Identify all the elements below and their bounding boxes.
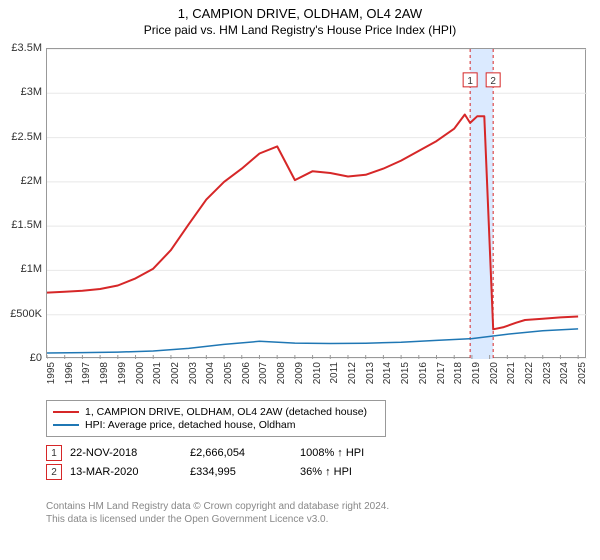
sale-point-row: 1 22-NOV-2018£2,666,0541008% ↑ HPI [46,445,420,461]
sale-point-date: 22-NOV-2018 [70,447,190,459]
sale-point-date: 13-MAR-2020 [70,466,190,478]
legend-swatch [53,411,79,413]
sale-point-row: 2 13-MAR-2020£334,99536% ↑ HPI [46,464,420,480]
chart-subtitle: Price paid vs. HM Land Registry's House … [0,21,600,37]
legend: 1, CAMPION DRIVE, OLDHAM, OL4 2AW (detac… [46,400,386,437]
x-tick-label: 2009 [294,362,305,384]
svg-text:2: 2 [490,76,496,87]
x-tick-label: 2012 [347,362,358,384]
x-axis-labels: 1995 1996 1997 1998 1999 2000 2001 2002 2003 2004… [46,362,586,396]
credits-line2: This data is licensed under the Open Gov… [46,513,389,526]
x-tick-label: 2001 [152,362,163,384]
x-tick-label: 2010 [312,362,323,384]
sale-point-badge: 1 [46,445,62,461]
x-tick-label: 2014 [382,362,393,384]
x-tick-label: 2021 [506,362,517,384]
x-tick-label: 2008 [276,362,287,384]
legend-label: 1, CAMPION DRIVE, OLDHAM, OL4 2AW (detac… [85,406,367,418]
x-tick-label: 1996 [64,362,75,384]
chart-title: 1, CAMPION DRIVE, OLDHAM, OL4 2AW [0,0,600,21]
x-tick-label: 2005 [223,362,234,384]
sale-points-table: 1 22-NOV-2018£2,666,0541008% ↑ HPI 2 13-MAR… [46,442,420,483]
x-tick-label: 2002 [170,362,181,384]
y-tick-label: £1.5M [11,219,42,231]
svg-text:1: 1 [467,76,473,87]
chart-svg: 12 [47,49,587,359]
chart-plot-area: 12 [46,48,586,358]
x-tick-label: 1997 [81,362,92,384]
x-tick-label: 1999 [117,362,128,384]
legend-item: 1, CAMPION DRIVE, OLDHAM, OL4 2AW (detac… [53,406,379,418]
x-tick-label: 2025 [577,362,588,384]
x-tick-label: 2004 [205,362,216,384]
x-tick-label: 2016 [418,362,429,384]
sale-point-pct: 36% ↑ HPI [300,466,420,478]
x-tick-label: 2022 [524,362,535,384]
x-tick-label: 1998 [99,362,110,384]
y-tick-label: £2.5M [11,131,42,143]
y-tick-label: £3M [21,86,42,98]
x-tick-label: 2013 [365,362,376,384]
y-tick-label: £1M [21,263,42,275]
x-tick-label: 2006 [241,362,252,384]
x-tick-label: 2011 [329,362,340,384]
credits: Contains HM Land Registry data © Crown c… [46,500,389,526]
x-tick-label: 2015 [400,362,411,384]
x-tick-label: 2019 [471,362,482,384]
x-tick-label: 2017 [436,362,447,384]
x-tick-label: 1995 [46,362,57,384]
sale-point-badge: 2 [46,464,62,480]
sale-point-pct: 1008% ↑ HPI [300,447,420,459]
sale-point-price: £334,995 [190,466,300,478]
legend-item: HPI: Average price, detached house, Oldh… [53,419,379,431]
chart-container: { "title": "1, CAMPION DRIVE, OLDHAM, OL… [0,0,600,560]
x-tick-label: 2023 [542,362,553,384]
x-tick-label: 2007 [258,362,269,384]
y-tick-label: £3.5M [11,42,42,54]
x-tick-label: 2003 [188,362,199,384]
legend-swatch [53,424,79,426]
y-tick-label: £0 [30,352,42,364]
legend-label: HPI: Average price, detached house, Oldh… [85,419,296,431]
x-tick-label: 2024 [559,362,570,384]
x-tick-label: 2018 [453,362,464,384]
sale-point-price: £2,666,054 [190,447,300,459]
y-axis-labels: £0£500K£1M£1.5M£2M£2.5M£3M£3.5M [0,48,44,358]
credits-line1: Contains HM Land Registry data © Crown c… [46,500,389,513]
x-tick-label: 2000 [135,362,146,384]
y-tick-label: £2M [21,175,42,187]
y-tick-label: £500K [10,308,42,320]
x-tick-label: 2020 [489,362,500,384]
